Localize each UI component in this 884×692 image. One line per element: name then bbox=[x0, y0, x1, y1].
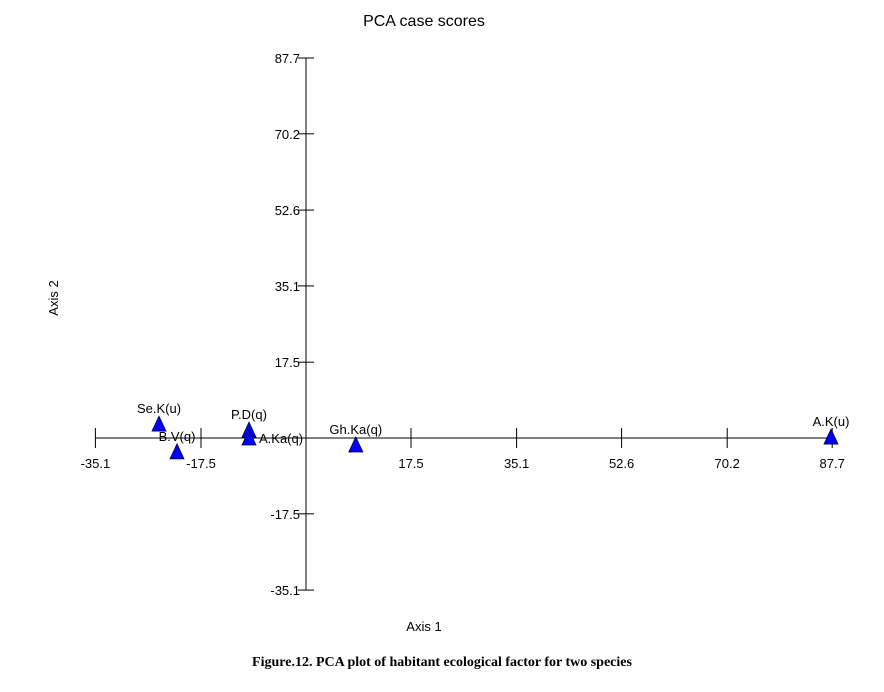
x-axis-label: Axis 1 bbox=[406, 619, 441, 634]
data-point-marker bbox=[151, 415, 167, 432]
x-tick-label: -17.5 bbox=[186, 456, 216, 471]
data-point-label: Gh.Ka(q) bbox=[329, 422, 382, 437]
data-point-label: B.V(q) bbox=[159, 429, 196, 444]
chart-title: PCA case scores bbox=[363, 13, 485, 30]
y-tick-label: 17.5 bbox=[275, 355, 300, 370]
y-tick-label: 87.7 bbox=[275, 51, 300, 66]
y-tick-label: 70.2 bbox=[275, 127, 300, 142]
x-tick-label: 87.7 bbox=[820, 456, 845, 471]
data-point-label: P.D(q) bbox=[231, 407, 267, 422]
x-tick-label: 70.2 bbox=[715, 456, 740, 471]
data-point-marker bbox=[169, 442, 185, 460]
y-axis-label: Axis 2 bbox=[46, 280, 61, 315]
figure-caption: Figure.12. PCA plot of habitant ecologic… bbox=[252, 655, 632, 670]
data-point-label: A.K(u) bbox=[813, 414, 850, 429]
data-point-marker bbox=[348, 435, 364, 453]
y-tick-label: -17.5 bbox=[270, 507, 300, 522]
x-tick-label: 17.5 bbox=[398, 456, 423, 471]
data-point-label: A.Ka(q) bbox=[259, 431, 303, 446]
x-tick-label: -35.1 bbox=[81, 456, 111, 471]
y-tick-label: 52.6 bbox=[275, 203, 300, 218]
x-tick-label: 35.1 bbox=[504, 456, 529, 471]
data-point-marker bbox=[241, 429, 257, 446]
data-point-label: Se.K(u) bbox=[137, 401, 181, 416]
y-tick-label: 35.1 bbox=[275, 279, 300, 294]
x-tick-label: 52.6 bbox=[609, 456, 634, 471]
y-tick-label: -35.1 bbox=[270, 583, 300, 598]
data-point-marker bbox=[823, 428, 839, 445]
